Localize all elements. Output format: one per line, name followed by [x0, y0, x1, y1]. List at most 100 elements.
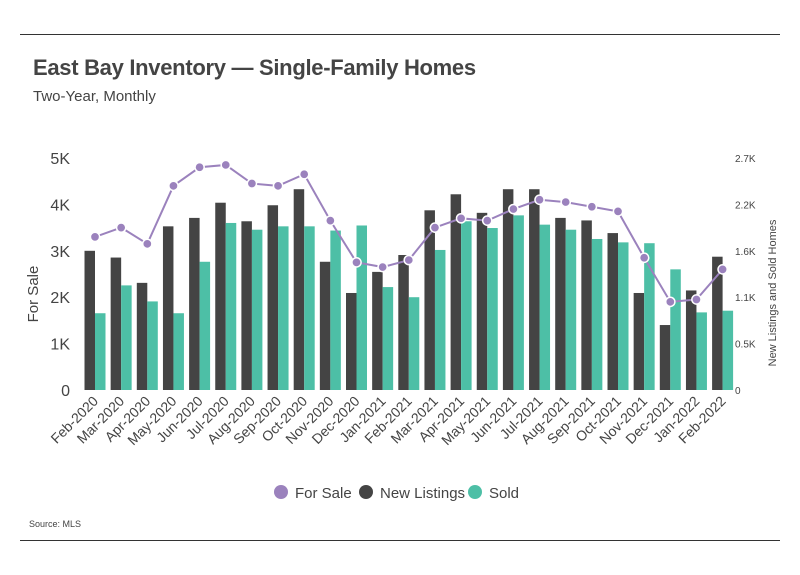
top-rule [20, 34, 780, 35]
sold-bar [382, 287, 394, 390]
chart-subtitle: Two-Year, Monthly [33, 88, 156, 105]
legend-marker [468, 485, 482, 499]
new-listings-bar [529, 189, 540, 390]
y-axis-label-right: New Listings and Sold Homes [767, 219, 779, 366]
new-listings-bar [136, 282, 148, 390]
for-sale-point [168, 180, 179, 192]
for-sale-point [298, 168, 310, 180]
new-listings-bar [84, 250, 95, 390]
sold-bar [487, 228, 498, 390]
legend-marker [274, 485, 288, 499]
for-sale-point [717, 264, 728, 275]
chart-title: East Bay Inventory — Single-Family Homes [33, 55, 476, 80]
sold-bar [513, 215, 524, 390]
new-listings-bar [162, 226, 174, 390]
for-sale-point [403, 254, 415, 266]
sold-bar [225, 222, 237, 390]
for-sale-point [560, 196, 572, 208]
y-tick-label-right: 0 [735, 386, 741, 397]
sold-bar [95, 313, 106, 390]
sold-bar [278, 226, 289, 390]
new-listings-bar [712, 256, 723, 390]
sold-bar [147, 301, 158, 390]
sold-bar [591, 238, 603, 390]
new-listings-bar [685, 290, 697, 390]
sold-bar [356, 225, 367, 390]
y-tick-label-left: 4K [50, 197, 70, 214]
for-sale-point [351, 257, 362, 268]
new-listings-bar [502, 189, 514, 390]
for-sale-point [325, 215, 336, 226]
y-tick-label-left: 1K [50, 337, 70, 354]
sold-bar [304, 226, 315, 390]
for-sale-point [612, 206, 624, 217]
for-sale-point [220, 159, 232, 171]
sold-bar [461, 221, 472, 390]
new-listings-bar [581, 220, 592, 390]
for-sale-point [455, 212, 467, 224]
new-listings-bar [267, 205, 279, 390]
for-sale-point [429, 222, 441, 233]
y-tick-label-left: 2K [50, 290, 70, 307]
sold-bar [330, 230, 341, 390]
for-sale-point [377, 261, 388, 273]
sold-bar [565, 229, 577, 390]
sold-bar [251, 229, 263, 390]
new-listings-bar [346, 292, 357, 390]
for-sale-point [534, 194, 545, 206]
for-sale-point [272, 180, 284, 192]
bottom-rule [20, 540, 780, 541]
sold-bar [121, 285, 132, 390]
new-listings-bar [293, 189, 305, 390]
y-tick-label-left: 0 [61, 383, 70, 400]
new-listings-bar [110, 257, 122, 390]
new-listings-bar [372, 271, 383, 390]
sold-bar [408, 297, 420, 390]
sold-bar [618, 242, 629, 390]
sold-bar [722, 310, 734, 390]
y-tick-label-right: 0.5K [735, 340, 756, 351]
for-sale-point [194, 161, 205, 173]
new-listings-bar [659, 325, 671, 390]
for-sale-point [691, 294, 702, 305]
legend-label: New Listings [380, 485, 465, 502]
new-listings-bar [424, 210, 435, 390]
y-tick-label-right: 1.6K [735, 247, 756, 258]
legend-label: Sold [489, 485, 519, 502]
y-tick-label-right: 2.7K [735, 154, 756, 165]
y-tick-label-right: 1.1K [735, 293, 756, 304]
for-sale-point [481, 215, 493, 226]
for-sale-point [664, 296, 676, 308]
sold-bar [173, 313, 184, 390]
y-tick-label-left: 5K [50, 151, 70, 168]
new-listings-bar [189, 217, 200, 390]
sold-bar [670, 269, 681, 390]
y-axis-label-left: For Sale [25, 266, 42, 323]
new-listings-bar [607, 233, 618, 390]
new-listings-bar [476, 212, 488, 390]
for-sale-point [89, 231, 101, 243]
for-sale-point [508, 203, 519, 215]
legend-label: For Sale [295, 485, 352, 502]
new-listings-bar [450, 194, 462, 390]
sold-bar [199, 261, 211, 390]
for-sale-point [115, 222, 127, 233]
sold-bar [434, 249, 446, 390]
for-sale-point [246, 178, 258, 189]
source-note: Source: MLS [29, 519, 82, 529]
for-sale-point [141, 238, 153, 250]
for-sale-point [638, 252, 650, 264]
y-tick-label-right: 2.2K [735, 200, 756, 211]
new-listings-bar [241, 221, 252, 390]
for-sale-point [586, 201, 598, 213]
new-listings-bar [319, 261, 331, 390]
legend-marker [359, 485, 373, 499]
new-listings-bar [555, 217, 566, 390]
sold-bar [696, 312, 707, 390]
new-listings-bar [215, 202, 226, 390]
new-listings-bar [633, 292, 645, 390]
new-listings-bar [398, 255, 409, 390]
sold-bar [539, 224, 551, 390]
y-tick-label-left: 3K [50, 244, 70, 261]
